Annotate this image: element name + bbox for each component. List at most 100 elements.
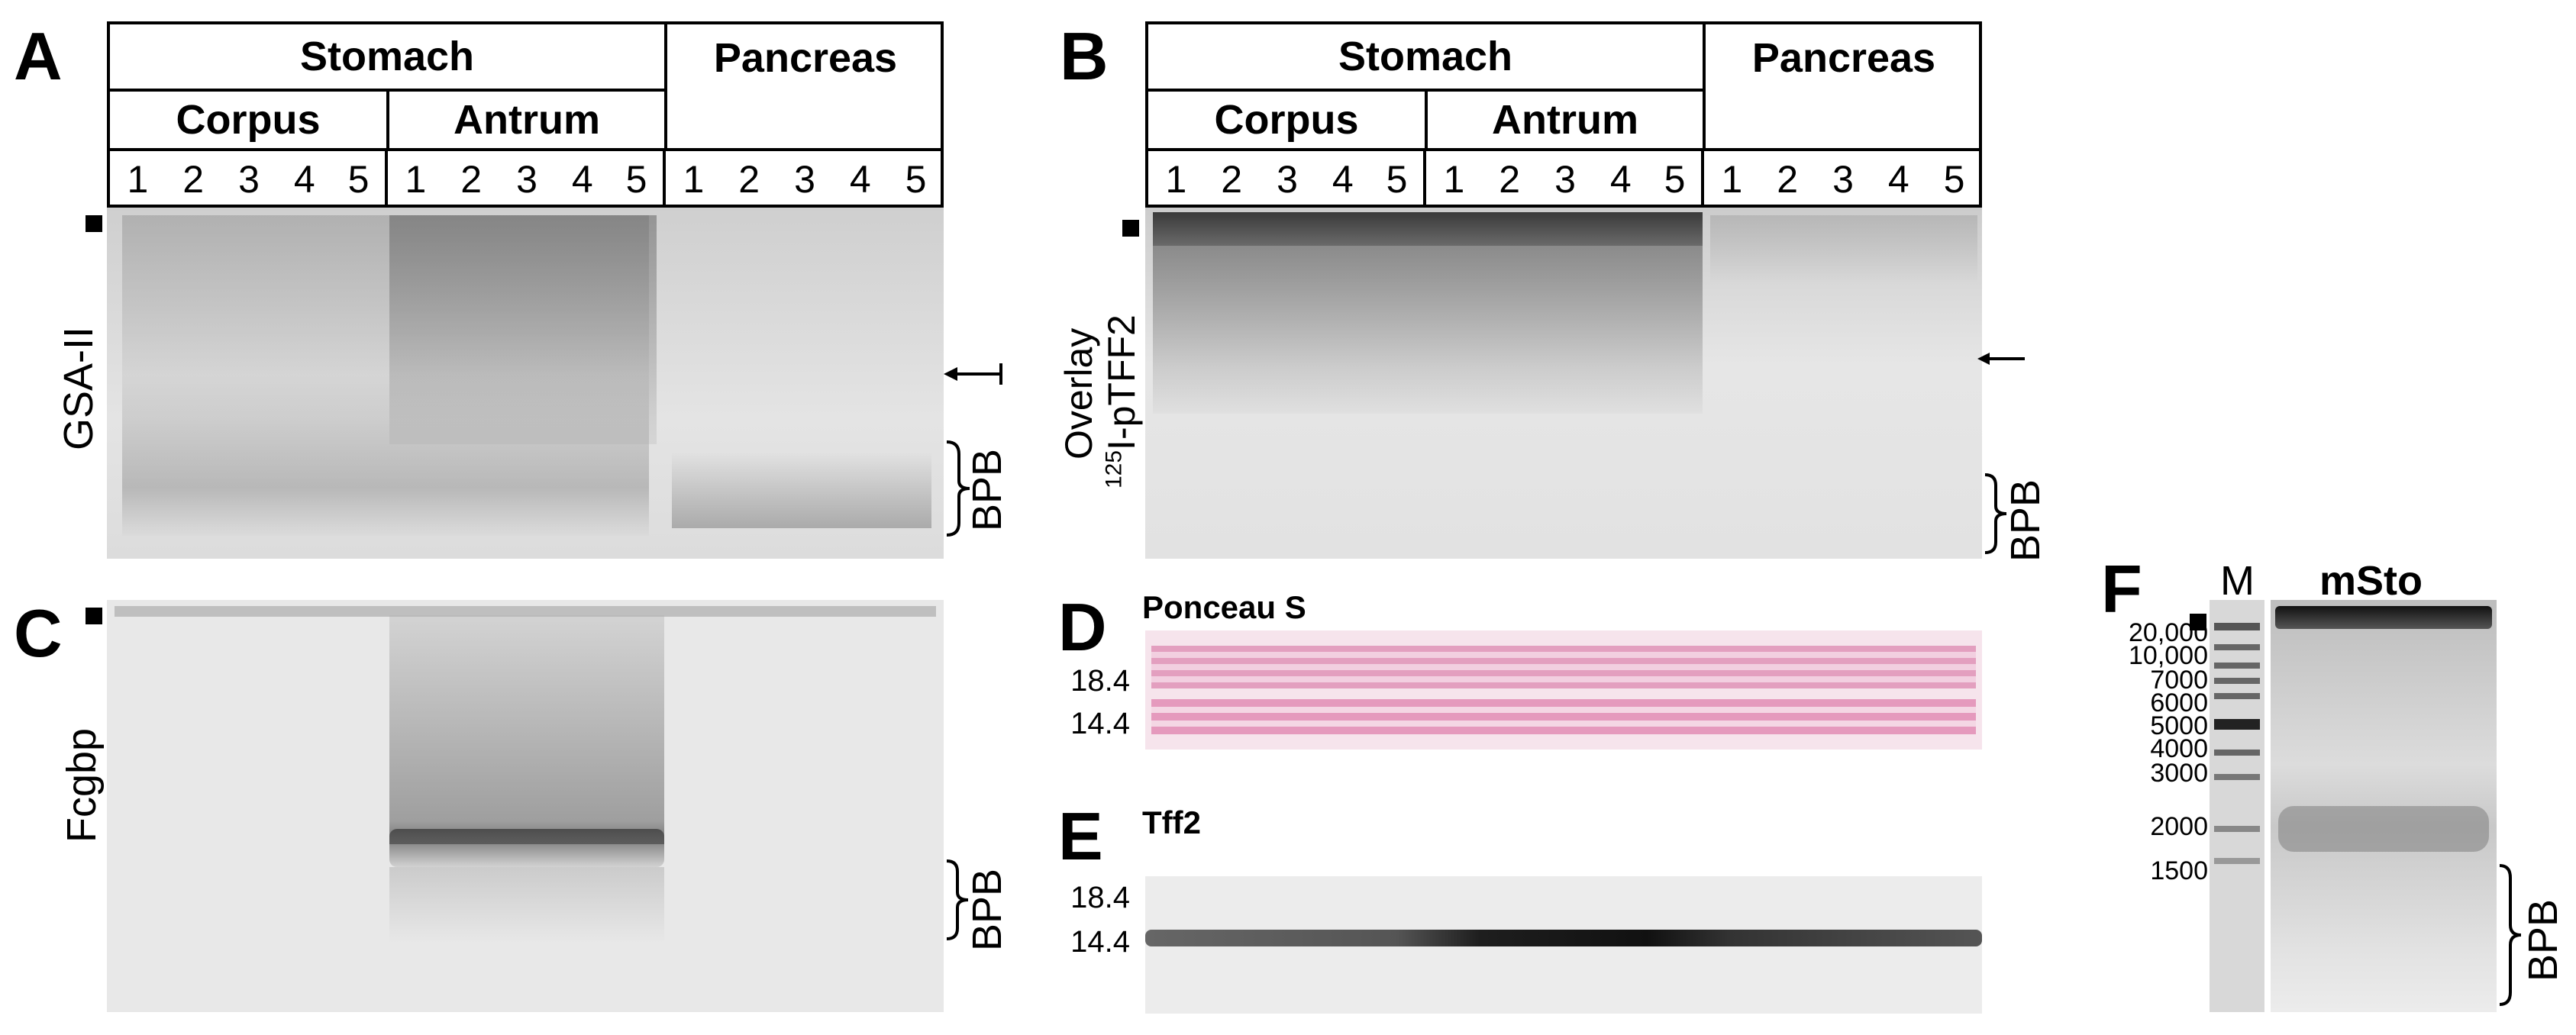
size-marker: 20,000 xyxy=(2129,618,2208,647)
panel-b-stain-label-line1: Overlay xyxy=(1057,327,1100,459)
panel-c-lower-smear xyxy=(389,867,664,943)
lane-number: 2 xyxy=(1499,158,1521,201)
panel-b-letter: B xyxy=(1060,18,1109,94)
panel-a-stain-label: GSA-II xyxy=(56,326,102,450)
panel-e-marker-18-4: 18.4 xyxy=(1070,881,1130,914)
lane-number: 4 xyxy=(1332,158,1354,201)
ladder-band xyxy=(2214,678,2260,684)
panel-f-bpb-brace-icon xyxy=(2499,864,2522,1006)
panel-a-bpb-label: BPB xyxy=(964,448,1010,531)
panel-d-membrane xyxy=(1145,630,1982,750)
panel-d-bands-upper xyxy=(1151,646,1976,688)
lane-number: 3 xyxy=(794,158,815,201)
pancreas-spacer xyxy=(667,92,944,151)
lane-number: 3 xyxy=(1554,158,1576,201)
panel-f-bpb-label: BPB xyxy=(2520,898,2566,982)
size-marker: 4000 xyxy=(2150,734,2208,763)
lane-number: 1 xyxy=(1165,158,1187,201)
panel-a-smear-antrum xyxy=(389,215,657,444)
panel-c-smear-antrum xyxy=(389,615,664,844)
lane-number: 2 xyxy=(1777,158,1799,201)
isotope-label: I-pTFF2 xyxy=(1100,314,1143,450)
lane-number: 5 xyxy=(1370,151,1426,208)
ladder-band xyxy=(2214,693,2260,699)
panel-c-bpb-label: BPB xyxy=(964,868,1010,951)
corpus-header: Corpus xyxy=(1148,92,1428,151)
pancreas-spacer xyxy=(1706,92,1982,151)
panel-b-bpb-label: BPB xyxy=(2003,479,2048,562)
size-marker: 1500 xyxy=(2150,856,2208,885)
lane-number: 4 xyxy=(293,158,315,201)
panel-f-well-marker xyxy=(2190,614,2206,630)
ladder-band xyxy=(2214,750,2260,756)
lane-number: 2 xyxy=(182,158,205,201)
panel-b-dark-band xyxy=(1153,212,1703,246)
panel-b-arrow-icon xyxy=(1977,353,2025,365)
ladder-band xyxy=(2214,719,2260,730)
panel-c-bpb-brace-icon xyxy=(946,859,969,940)
lane-number: 2 xyxy=(738,158,760,201)
panel-e-letter: E xyxy=(1058,798,1103,874)
size-marker: 3000 xyxy=(2150,759,2208,788)
panel-d-bands-lower xyxy=(1151,699,1976,734)
ladder-band xyxy=(2214,774,2260,780)
lane-number: 3 xyxy=(1277,158,1298,201)
lane-number: 5 xyxy=(1648,151,1704,208)
panel-b-stain-label-line2: 125I-pTFF2 xyxy=(1099,314,1144,488)
antrum-header: Antrum xyxy=(389,92,667,151)
panel-c-stain-label: Fcgbp xyxy=(59,727,105,843)
panel-f-letter: F xyxy=(2101,551,2142,627)
panel-b-bpb-brace-icon xyxy=(1984,473,2007,554)
panel-c-gel xyxy=(107,600,944,1012)
panel-e-band xyxy=(1145,930,1982,946)
panel-a-letter: A xyxy=(14,18,63,94)
ladder-band xyxy=(2214,663,2260,669)
panel-e-blot xyxy=(1145,876,1982,1014)
lane-number: 5 xyxy=(1943,158,1965,201)
lane-number: 1 xyxy=(127,158,149,201)
panel-f-marker-lane xyxy=(2210,600,2264,1012)
ladder-band xyxy=(2214,644,2260,650)
size-marker: 10,000 xyxy=(2129,641,2208,670)
panel-b-well-marker xyxy=(1122,220,1139,237)
stomach-header: Stomach xyxy=(110,24,667,92)
panel-c-band-antrum xyxy=(389,829,664,867)
lane-number: 1 xyxy=(405,158,427,201)
panel-d-stain-label: Ponceau S xyxy=(1142,589,1306,625)
lane-number: 1 xyxy=(683,158,705,201)
panel-a-gel xyxy=(107,208,944,559)
size-marker: 2000 xyxy=(2150,812,2208,841)
panel-c-well-line xyxy=(115,606,936,617)
panel-a-bpb-brace-icon xyxy=(946,440,970,537)
lane-number: 1 xyxy=(1443,158,1465,201)
panel-d-letter: D xyxy=(1058,589,1107,665)
lane-number: 4 xyxy=(1887,158,1909,201)
panel-f-marker-labels: 20,000 10,000 7000 6000 5000 4000 3000 2… xyxy=(2101,618,2208,885)
lane-number: 2 xyxy=(1221,158,1243,201)
size-marker: 7000 xyxy=(2150,666,2208,695)
panel-f-lane-m-label: M xyxy=(2220,558,2255,604)
lane-number: 5 xyxy=(905,158,927,201)
lane-number: 3 xyxy=(516,158,537,201)
lane-number: 4 xyxy=(1609,158,1632,201)
size-marker: 5000 xyxy=(2150,711,2208,740)
panel-c-letter: C xyxy=(14,595,63,671)
ladder-band xyxy=(2214,826,2260,832)
panel-f-sample-gel xyxy=(2271,600,2497,1012)
pancreas-header: Pancreas xyxy=(1751,35,1936,81)
panel-e-marker-14-4: 14.4 xyxy=(1070,925,1130,959)
stomach-header: Stomach xyxy=(1148,24,1706,92)
lane-number: 1 xyxy=(1721,158,1743,201)
antrum-header: Antrum xyxy=(1428,92,1706,151)
panel-b-smear-pancreas xyxy=(1710,215,1977,284)
isotope-superscript: 125 xyxy=(1101,450,1127,488)
panel-c-well-marker xyxy=(86,608,102,624)
size-marker: 6000 xyxy=(2150,688,2208,717)
corpus-header: Corpus xyxy=(110,92,389,151)
panel-a-arrow-icon xyxy=(944,363,1002,385)
panel-a-well-marker xyxy=(86,215,102,232)
lane-number: 5 xyxy=(610,151,666,208)
